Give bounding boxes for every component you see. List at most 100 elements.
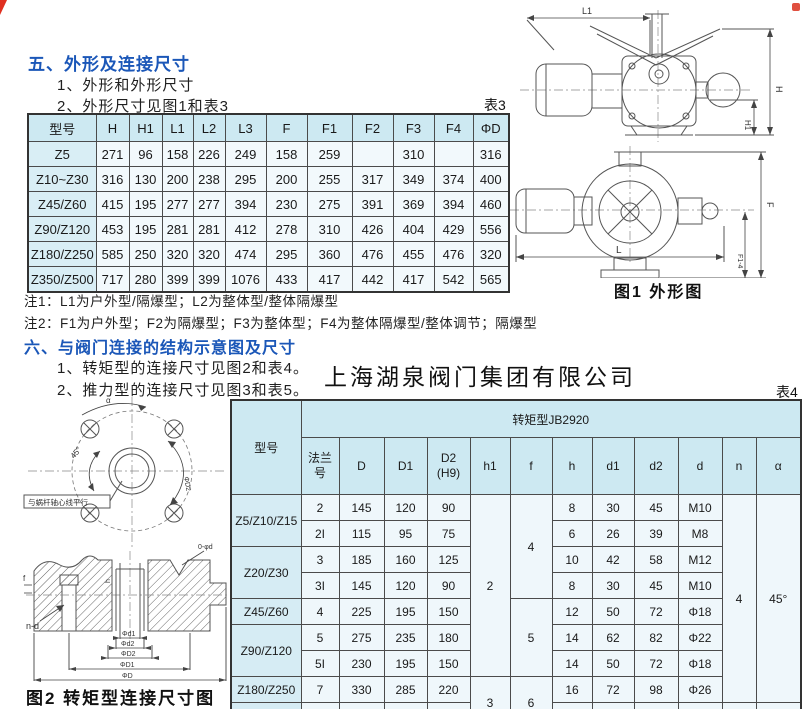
t4-cell: 4	[300, 598, 340, 625]
t3-cell: 426	[351, 216, 394, 242]
figure2-connection-drawing: α 45° ΦD2 与蜗杆轴心线平行 n-d	[23, 396, 228, 682]
t3-cell: 317	[351, 166, 394, 192]
t3-h: F2	[351, 113, 394, 142]
t4-cell: 85	[591, 702, 635, 709]
section5-heading: 五、外形及连接尺寸	[28, 55, 190, 74]
table4-row-clipped: Z350/Z500 8 390 345 280 20 85 110 Φ33 8 …	[230, 702, 802, 709]
t3-cell: 226	[192, 141, 226, 167]
section5-line2: 2、外形尺寸见图1和表3	[57, 98, 230, 115]
t3-cell: 278	[265, 216, 308, 242]
t4-sub: h1	[469, 437, 511, 495]
dim-phid1: Φd1	[122, 631, 135, 638]
t4-cell: M10	[677, 572, 723, 599]
t4-cell: 30	[591, 572, 635, 599]
section6-line2: 2、推力型的连接尺寸见图3和表5。	[57, 382, 310, 399]
t4-sub-flange: 法兰号	[300, 437, 340, 495]
t3-model: Z350/Z500	[27, 266, 97, 293]
t3-cell: 1076	[224, 266, 267, 293]
table4-row: Z90/Z120 5 275 235 180 14 62 82 Φ22	[230, 624, 801, 677]
t3-cell: 374	[433, 166, 474, 192]
t4-cell: 145	[338, 494, 385, 521]
t3-cell: 255	[306, 166, 353, 192]
t3-cell: 417	[392, 266, 435, 293]
t4-cell: 20	[551, 702, 593, 709]
t3-cell	[351, 141, 394, 167]
t3-cell: 565	[472, 266, 510, 293]
t4-model: Z350/Z500	[230, 702, 302, 709]
t3-h: L1	[161, 113, 194, 142]
t4-cell: 45	[633, 494, 679, 521]
bolt-hole	[80, 419, 100, 439]
t3-cell: 230	[265, 191, 308, 217]
t4-model: Z5/Z10/Z15	[230, 494, 302, 547]
t3-cell: 394	[433, 191, 474, 217]
t4-cell: 30	[591, 494, 635, 521]
t3-cell: 259	[306, 141, 353, 167]
t4-cell: 150	[426, 650, 471, 677]
figure1-caption: 图1 外形图	[614, 284, 704, 301]
t3-h: H	[95, 113, 130, 142]
table4-row: 3I 145 120 90 8 30 45 M10	[231, 572, 801, 599]
t3-cell: 542	[433, 266, 474, 293]
t4-cell: Φ33	[677, 702, 723, 709]
table3-row: Z90/Z120 453 195 281 281 412 278 310 426…	[27, 216, 510, 242]
t4-cell: 90	[426, 494, 471, 521]
table3-row: Z350/Z500 717 280 399 399 1076 433 417 4…	[27, 266, 510, 293]
t4-cell-f-span: 5	[509, 598, 553, 677]
t3-cell: 238	[192, 166, 226, 192]
note-box-label: 与蜗杆轴心线平行	[28, 497, 88, 507]
t4-cell-n-span: 4	[721, 494, 757, 703]
corner-mark	[0, 0, 7, 15]
arc-label-phiD2: ΦD2	[182, 476, 191, 492]
t3-model: Z90/Z120	[27, 216, 97, 242]
t4-cell: 225	[338, 598, 385, 625]
table4-row: Z180/Z250 7 330 285 220 3 6 16 72 98 Φ26	[230, 676, 801, 709]
t4-sub: D1	[383, 437, 428, 495]
t4-sub: d2	[633, 437, 679, 495]
t4-cell: 390	[338, 702, 385, 709]
t4-col-model: 型号	[230, 399, 302, 495]
t4-cell: M12	[677, 546, 723, 573]
t4-cell: M10	[677, 494, 723, 521]
t4-cell: 5	[300, 624, 340, 651]
t3-cell: 455	[392, 241, 435, 267]
dim-label-h: H	[774, 86, 784, 93]
t4-cell: 14	[551, 650, 593, 677]
t4-cell: 115	[338, 520, 385, 547]
figure2-caption: 图2 转矩型连接尺寸图	[26, 689, 216, 708]
t3-cell: 280	[128, 266, 163, 293]
t4-cell: 285	[383, 676, 428, 703]
t4-cell: 62	[591, 624, 635, 651]
t3-cell: 250	[128, 241, 163, 267]
t4-cell: 6	[551, 520, 593, 547]
t4-sub: D	[338, 437, 385, 495]
t4-cell: 2	[300, 494, 340, 521]
t3-cell: 195	[128, 191, 163, 217]
t4-cell: 5I	[300, 650, 340, 677]
t3-cell: 394	[224, 191, 267, 217]
t3-cell: 429	[433, 216, 474, 242]
t3-cell: 476	[351, 241, 394, 267]
t4-cell: 10	[551, 546, 593, 573]
t3-cell: 476	[433, 241, 474, 267]
t4-cell: 50	[591, 650, 635, 677]
t3-cell: 391	[351, 191, 394, 217]
t4-cell: 2I	[300, 520, 340, 547]
label-nd: n-d	[26, 621, 39, 631]
t4-sub: d	[677, 437, 723, 495]
t3-cell: 130	[128, 166, 163, 192]
t3-cell: 200	[265, 166, 308, 192]
table3-row: Z10~Z30 316 130 200 238 295 200 255 317 …	[27, 166, 510, 192]
t3-h: L2	[192, 113, 226, 142]
t3-cell: 360	[306, 241, 353, 267]
table3-row: Z180/Z250 585 250 320 320 474 295 360 47…	[27, 241, 510, 267]
t4-cell-alpha-span: 45°	[755, 494, 802, 703]
t4-cell: 345	[383, 702, 428, 709]
t4-cell-f-span: 4	[509, 494, 553, 599]
t4-sub-d2: D2 (H9)	[426, 437, 471, 495]
t3-cell: 249	[224, 141, 267, 167]
table3-dimensions: 型号 H H1 L1 L2 L3 F F1 F2 F3 F4 ΦD Z5 271…	[27, 113, 510, 293]
t4-cell: 42	[591, 546, 635, 573]
t3-model: Z5	[27, 141, 97, 167]
